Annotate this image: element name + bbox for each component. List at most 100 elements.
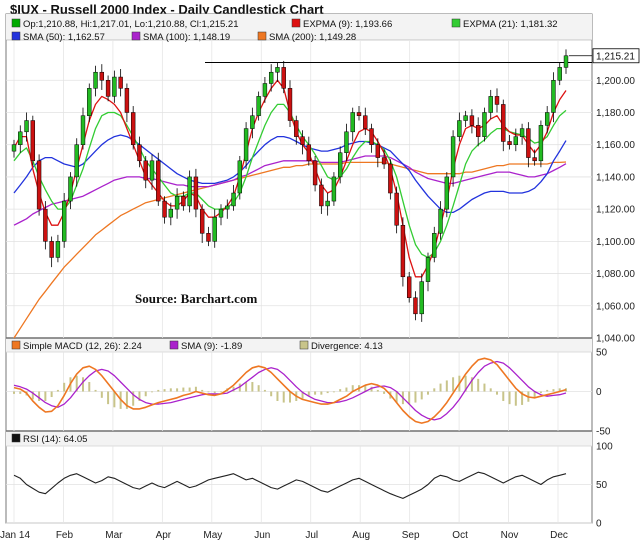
divergence-bar-33 bbox=[220, 391, 222, 393]
y-tick-label-price-8: 1,200.00 bbox=[596, 76, 635, 87]
candle-body-36 bbox=[237, 160, 243, 194]
divergence-bar-35 bbox=[232, 386, 235, 392]
candle-body-3 bbox=[30, 120, 36, 162]
candle-body-54 bbox=[350, 112, 355, 133]
divergence-bar-64 bbox=[414, 391, 417, 403]
divergence-bar-83 bbox=[533, 391, 536, 398]
candle-body-66 bbox=[425, 257, 431, 282]
candle-body-26 bbox=[174, 195, 180, 210]
candle-body-35 bbox=[231, 192, 236, 207]
rsi-line bbox=[13, 471, 567, 499]
macd-legend-label-0: Simple MACD (12, 26): 2.24 bbox=[23, 341, 142, 352]
candle-body-71 bbox=[457, 120, 462, 137]
divergence-bar-52 bbox=[339, 389, 342, 392]
divergence-bar-13 bbox=[94, 389, 97, 392]
divergence-bar-24 bbox=[163, 389, 166, 392]
divergence-bar-27 bbox=[182, 387, 185, 392]
candle-body-28 bbox=[187, 176, 192, 207]
divergence-bar-50 bbox=[326, 391, 329, 394]
candle-body-85 bbox=[544, 112, 550, 126]
candle-body-60 bbox=[388, 163, 393, 194]
candle-body-18 bbox=[124, 88, 130, 113]
candle-body-10 bbox=[74, 144, 79, 178]
macd-line bbox=[13, 357, 567, 424]
divergence-bar-15 bbox=[107, 391, 110, 405]
divergence-bar-16 bbox=[113, 391, 116, 408]
candle-body-57 bbox=[369, 128, 374, 145]
candle-body-44 bbox=[287, 88, 293, 121]
x-tick-label-6: Jul bbox=[305, 530, 318, 541]
candle-body-77 bbox=[494, 96, 500, 105]
candle-body-14 bbox=[99, 71, 105, 81]
divergence-bar-84 bbox=[539, 391, 542, 394]
candle-body-27 bbox=[181, 195, 186, 207]
divergence-bar-23 bbox=[157, 389, 160, 392]
divergence-bar-80 bbox=[514, 391, 517, 406]
candle-body-67 bbox=[432, 233, 437, 258]
candle-body-51 bbox=[331, 176, 337, 202]
macd-signal-line bbox=[13, 360, 567, 421]
candle-body-2 bbox=[24, 120, 29, 133]
candle-body-46 bbox=[300, 136, 305, 145]
candle-body-47 bbox=[306, 144, 312, 162]
candle-body-48 bbox=[312, 160, 318, 186]
macd-legend-swatch-0 bbox=[11, 340, 21, 350]
macd-legend-label-1: SMA (9): -1.89 bbox=[181, 341, 242, 352]
divergence-bar-6 bbox=[50, 391, 53, 398]
candle-body-38 bbox=[250, 115, 255, 129]
divergence-bar-43 bbox=[282, 391, 285, 403]
y-tick-label-price-0: 1,040.00 bbox=[596, 334, 635, 345]
y-tick-label-macd-2: 50 bbox=[596, 348, 608, 359]
legend-bar-macd bbox=[6, 338, 592, 352]
divergence-bar-57 bbox=[370, 386, 373, 392]
last-value-label: 1,215.21 bbox=[596, 51, 635, 62]
divergence-bar-10 bbox=[75, 375, 78, 392]
divergence-bar-74 bbox=[477, 378, 480, 392]
candle-body-80 bbox=[513, 136, 519, 145]
divergence-bar-51 bbox=[332, 391, 335, 393]
x-tick-label-0: Jan 14 bbox=[0, 530, 30, 541]
divergence-bar-7 bbox=[56, 389, 59, 392]
candle-body-43 bbox=[281, 67, 286, 89]
x-tick-label-10: Nov bbox=[501, 530, 519, 541]
divergence-bar-44 bbox=[289, 391, 291, 403]
divergence-bar-47 bbox=[307, 391, 310, 397]
macd-legend-swatch-1 bbox=[169, 340, 179, 350]
divergence-bar-25 bbox=[169, 388, 172, 392]
divergence-bar-14 bbox=[100, 391, 103, 398]
divergence-bar-32 bbox=[213, 391, 216, 394]
candle-body-62 bbox=[400, 224, 406, 278]
divergence-bar-78 bbox=[502, 391, 505, 401]
rsi-legend-swatch-0 bbox=[11, 433, 21, 443]
y-tick-label-rsi-2: 100 bbox=[596, 442, 613, 453]
candle-body-19 bbox=[130, 112, 136, 145]
candle-body-76 bbox=[488, 96, 493, 113]
candle-body-56 bbox=[363, 115, 368, 129]
legend-bar-rsi bbox=[6, 431, 592, 446]
candle-body-58 bbox=[375, 144, 381, 158]
candle-body-53 bbox=[344, 131, 349, 154]
candle-body-23 bbox=[156, 160, 161, 202]
rsi-legend-label-0: RSI (14): 64.05 bbox=[23, 434, 87, 445]
divergence-bar-12 bbox=[88, 382, 91, 392]
candle-body-7 bbox=[55, 241, 61, 258]
price-legend-label-1: EXPMA (9): 1,193.66 bbox=[303, 19, 392, 30]
candle-body-78 bbox=[501, 104, 506, 142]
candle-body-79 bbox=[507, 141, 512, 145]
candle-body-5 bbox=[43, 208, 48, 242]
y-tick-label-price-1: 1,060.00 bbox=[596, 301, 635, 312]
divergence-bar-28 bbox=[188, 387, 191, 392]
divergence-bar-26 bbox=[176, 388, 179, 392]
divergence-bar-38 bbox=[251, 382, 254, 392]
divergence-bar-77 bbox=[496, 391, 498, 395]
candle-body-29 bbox=[193, 176, 199, 210]
candle-body-16 bbox=[112, 76, 117, 97]
price-legend-label-5: SMA (200): 1,149.28 bbox=[269, 32, 356, 43]
x-tick-label-2: Mar bbox=[105, 530, 123, 541]
x-tick-label-7: Aug bbox=[352, 530, 370, 541]
divergence-bar-20 bbox=[138, 391, 141, 401]
price-legend-label-2: EXPMA (21): 1,181.32 bbox=[463, 19, 558, 30]
divergence-bar-49 bbox=[320, 391, 323, 395]
